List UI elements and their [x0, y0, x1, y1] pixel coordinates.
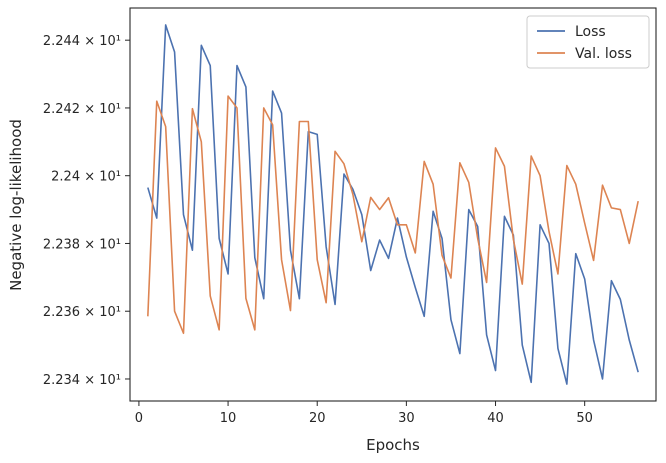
y-axis-label: Negative log-likelihood [7, 119, 25, 291]
y-tick-label: 2.238 × 10¹ [43, 237, 121, 252]
x-tick-label: 50 [576, 411, 593, 426]
y-tick-label: 2.234 × 10¹ [43, 373, 121, 388]
y-tick-label: 2.242 × 10¹ [43, 102, 121, 117]
legend-label-0: Loss [575, 24, 606, 40]
x-tick-label: 20 [309, 411, 326, 426]
x-tick-label: 0 [135, 411, 143, 426]
x-tick-label: 40 [487, 411, 504, 426]
x-tick-label: 10 [220, 411, 237, 426]
x-tick-label: 30 [398, 411, 415, 426]
legend: Loss Val. loss [526, 15, 650, 69]
plot-frame [129, 7, 657, 402]
y-tick-label: 2.24 × 10¹ [51, 170, 121, 185]
y-tick-label: 2.236 × 10¹ [43, 305, 121, 320]
series-line-1 [147, 95, 639, 335]
y-axis: 2.234 × 10¹ 2.236 × 10¹ 2.238 × 10¹ 2.24 × … [43, 34, 130, 388]
plot-lines [147, 24, 639, 385]
series-line-0 [147, 24, 639, 385]
legend-label-1: Val. loss [575, 46, 632, 62]
legend-box [526, 15, 650, 69]
y-tick-label: 2.244 × 10¹ [43, 34, 121, 49]
x-axis-label: Epochs [366, 436, 420, 454]
x-axis: 0 10 20 30 40 50 [135, 401, 593, 426]
